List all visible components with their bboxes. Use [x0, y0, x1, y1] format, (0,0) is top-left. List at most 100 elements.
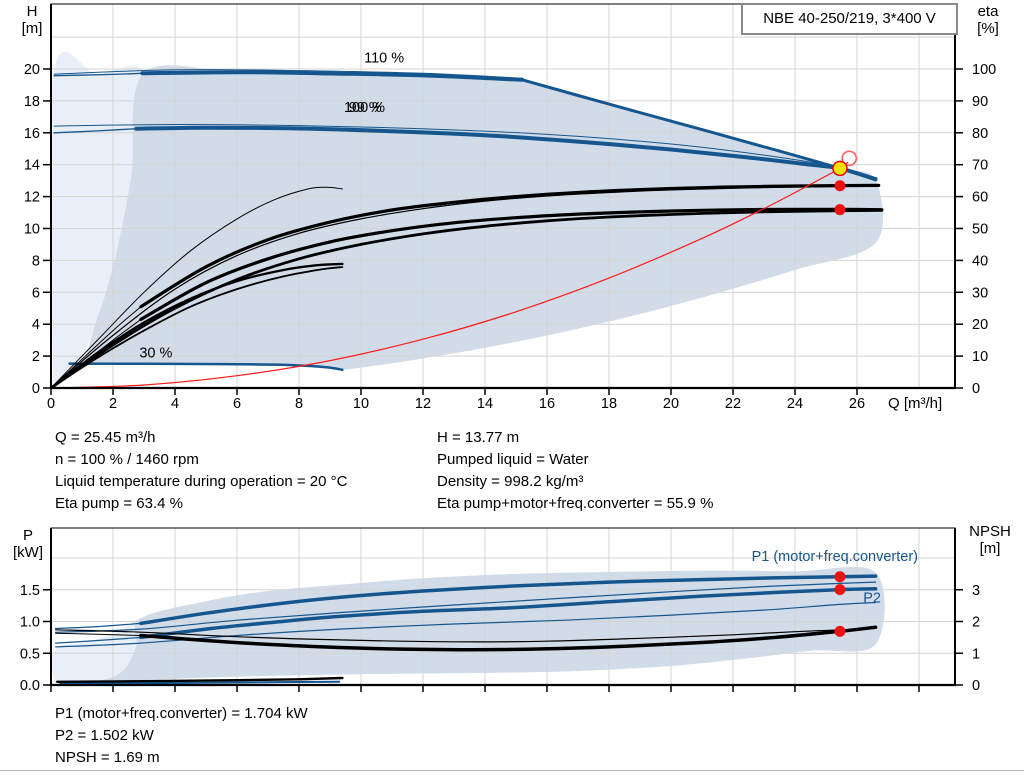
- y-left-tick-label: 18: [24, 94, 40, 110]
- x-tick-label: 4: [171, 396, 179, 412]
- y-left-tick-label: 12: [24, 190, 40, 206]
- axis-title-P-symbol: P: [22, 527, 33, 544]
- p1-alt: [55, 581, 877, 633]
- y-right-tick-label: 30: [972, 285, 988, 301]
- eta-total: [139, 207, 884, 321]
- curve-100pct-hairline: [53, 123, 833, 166]
- x-tick-label: 14: [477, 396, 493, 412]
- x-tick-label: 8: [295, 396, 303, 412]
- info-npsh: NPSH = 1.69 m: [55, 749, 160, 766]
- info-p2: P2 = 1.502 kW: [55, 727, 154, 744]
- npsh-lowspeed: [56, 676, 344, 683]
- eta-total-alt: [49, 208, 884, 390]
- info-flow: Q = 25.45 m³/h: [55, 429, 156, 446]
- info-density: Density = 998.2 kg/m³: [437, 473, 584, 490]
- y-left-tick-label: 0.0: [20, 678, 40, 694]
- requested-duty-ring: [841, 150, 858, 167]
- curve-110pct: [140, 70, 525, 82]
- p2-30pct: [59, 680, 341, 685]
- y-left-tick-label: 0: [32, 381, 40, 397]
- pump-designation: NBE 40-250/219, 3*400 V: [763, 10, 936, 27]
- npsh: [139, 625, 878, 652]
- duty-info-left: Q = 25.45 m³/h n = 100 % / 1460 rpm Liqu…: [55, 427, 347, 515]
- label-110pct: 110 %: [364, 51, 404, 67]
- axis-title-eta-symbol: eta: [977, 3, 999, 20]
- axis-title-eta-unit: [%]: [977, 20, 999, 37]
- y-left-tick-label: 8: [32, 253, 40, 269]
- y-right-tick-label: 1: [972, 646, 980, 662]
- operating-envelope: [83, 65, 884, 371]
- label-p1: P1 (motor+freq.converter): [752, 549, 918, 565]
- axis-title-Q: Q [m³/h]: [888, 395, 943, 412]
- y-left-tick-label: 2: [32, 349, 40, 365]
- curve-30pct: [68, 362, 344, 372]
- npsh-duty-dot: [834, 625, 846, 637]
- system-curve: [50, 161, 849, 389]
- curve-100pct-lead: [53, 128, 137, 134]
- duty-point: [832, 160, 848, 177]
- eta-total-lowspeed-b: [50, 266, 344, 389]
- label-p2: P2: [863, 590, 881, 606]
- eta-pump-lowspeed: [50, 186, 343, 389]
- axis-title-P: P [kW]: [6, 527, 50, 561]
- x-tick-label: 22: [725, 396, 741, 412]
- x-tick-label: 24: [787, 396, 803, 412]
- x-tick-label: 12: [415, 396, 431, 412]
- y-right-tick-label: 80: [972, 126, 988, 142]
- axis-title-H-symbol: H: [26, 3, 38, 20]
- y-right-tick-label: 20: [972, 317, 988, 333]
- eta-total-lowspeed-a: [49, 262, 344, 390]
- pump-designation-box: NBE 40-250/219, 3*400 V: [741, 3, 958, 35]
- x-tick-label: 20: [663, 396, 679, 412]
- info-pumped-liquid: Pumped liquid = Water: [437, 451, 589, 468]
- x-tick-label: 16: [539, 396, 555, 412]
- axis-title-eta: eta [%]: [966, 3, 1010, 37]
- label-99pct: 99 %: [349, 100, 382, 116]
- power-npsh-chart: 0.0 0.5 1.0 1.5 0 1 2 3 P1 (motor+freq.converter…: [20, 527, 980, 694]
- info-speed: n = 100 % / 1460 rpm: [55, 451, 199, 468]
- y-left-tick-label: 1.5: [20, 583, 40, 599]
- power-envelope: [91, 566, 885, 682]
- y-left-tick-label: 20: [24, 62, 40, 78]
- y-left-tick-label: 4: [32, 317, 40, 333]
- info-p1: P1 (motor+freq.converter) = 1.704 kW: [55, 705, 308, 722]
- low-flow-area: [49, 51, 146, 387]
- y-left-tick-label: 10: [24, 222, 40, 238]
- label-30pct: 30 %: [139, 346, 172, 362]
- eta-total-duty-dot: [834, 204, 846, 216]
- y-right-tick-label: 2: [972, 615, 980, 631]
- y-left-tick-label: 6: [32, 285, 40, 301]
- y-left-tick-label: 16: [24, 126, 40, 142]
- y-right-tick-label: 100: [972, 62, 996, 78]
- y-left-tick-label: 1.0: [20, 615, 40, 631]
- info-head: H = 13.77 m: [437, 429, 520, 446]
- eta-pump-duty-dot: [834, 180, 846, 192]
- y-right-tick-label: 0: [972, 678, 980, 694]
- npsh-lead: [55, 632, 142, 636]
- axis-title-NPSH-symbol: NPSH: [969, 523, 1011, 540]
- axis-title-NPSH-unit: [m]: [979, 540, 1001, 557]
- label-100pct: 100 %: [344, 100, 385, 116]
- p1-lead: [55, 622, 142, 630]
- y-right-tick-label: 3: [972, 583, 980, 599]
- eta-pump: [139, 183, 881, 309]
- info-eta-total: Eta pump+motor+freq.converter = 55.9 %: [437, 495, 714, 512]
- info-eta-pump: Eta pump = 63.4 %: [55, 495, 183, 512]
- axis-title-H: H [m]: [12, 3, 52, 37]
- y-right-tick-label: 50: [972, 222, 988, 238]
- eta-pump-alt: [50, 185, 880, 389]
- p2-duty-dot: [834, 584, 846, 596]
- y-right-tick-label: 40: [972, 253, 988, 269]
- y-right-tick-label: 90: [972, 94, 988, 110]
- y-right-tick-label: 60: [972, 190, 988, 206]
- axis-title-H-unit: [m]: [21, 20, 43, 37]
- power-low-flow-area: [51, 617, 142, 684]
- x-tick-label: 0: [47, 396, 55, 412]
- head-efficiency-chart: 0 2 4 6 8 10 12 14 16 18 20 22 24 2602468101214161820…: [24, 3, 996, 412]
- curve-100pct: [134, 125, 878, 182]
- curve-110pct-hairline: [53, 69, 523, 79]
- p1: [139, 574, 878, 626]
- y-right-tick-label: 0: [972, 381, 980, 397]
